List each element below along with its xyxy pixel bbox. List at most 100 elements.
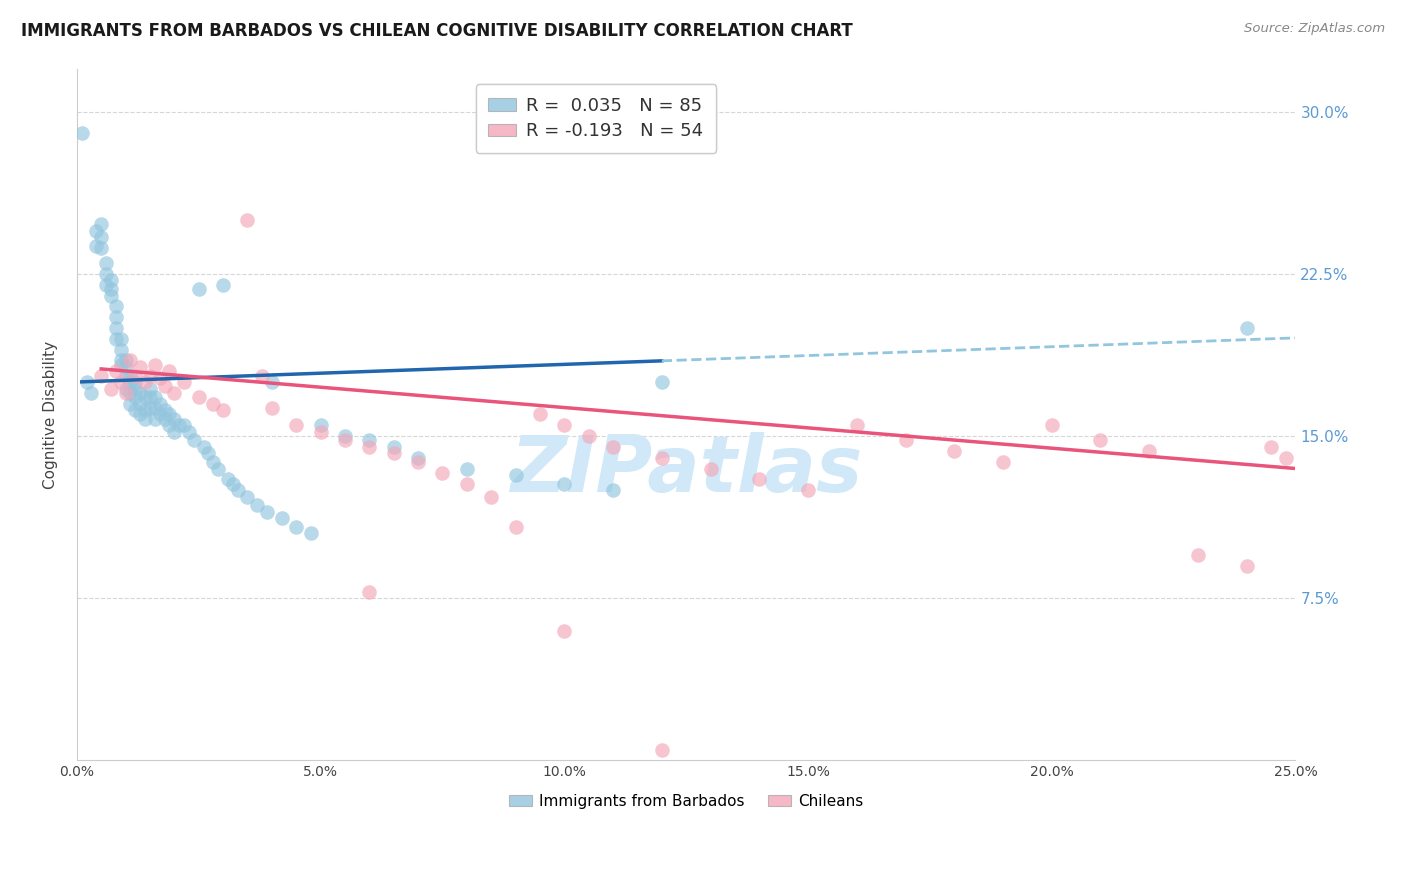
Point	[129, 385, 152, 400]
Text: Source: ZipAtlas.com: Source: ZipAtlas.com	[1244, 22, 1385, 36]
Point	[104, 364, 127, 378]
Point	[236, 490, 259, 504]
Point	[382, 446, 405, 460]
Point	[94, 277, 117, 292]
Point	[124, 368, 146, 383]
Point	[202, 455, 225, 469]
Point	[246, 498, 269, 512]
Point	[260, 401, 283, 415]
Point	[505, 520, 527, 534]
Point	[100, 288, 122, 302]
Point	[299, 526, 322, 541]
Point	[432, 466, 454, 480]
Point	[359, 440, 381, 454]
Point	[456, 476, 478, 491]
Point	[134, 411, 156, 425]
Point	[159, 364, 181, 378]
Point	[114, 385, 136, 400]
Point	[120, 375, 142, 389]
Legend: Immigrants from Barbados, Chileans: Immigrants from Barbados, Chileans	[503, 788, 870, 815]
Point	[226, 483, 249, 497]
Point	[163, 425, 186, 439]
Point	[212, 403, 235, 417]
Point	[479, 490, 502, 504]
Point	[187, 390, 209, 404]
Point	[1236, 558, 1258, 573]
Point	[153, 379, 176, 393]
Point	[173, 375, 195, 389]
Point	[943, 444, 966, 458]
Point	[129, 359, 152, 374]
Point	[651, 450, 673, 465]
Point	[173, 418, 195, 433]
Point	[256, 505, 278, 519]
Point	[134, 375, 156, 389]
Point	[80, 385, 103, 400]
Point	[100, 382, 122, 396]
Point	[104, 332, 127, 346]
Point	[333, 434, 356, 448]
Point	[406, 450, 429, 465]
Point	[359, 584, 381, 599]
Point	[797, 483, 820, 497]
Point	[134, 403, 156, 417]
Point	[153, 403, 176, 417]
Point	[94, 256, 117, 270]
Point	[104, 321, 127, 335]
Point	[139, 401, 162, 415]
Point	[553, 624, 575, 638]
Point	[134, 390, 156, 404]
Point	[1187, 548, 1209, 562]
Point	[167, 418, 190, 433]
Point	[120, 368, 142, 383]
Point	[197, 446, 219, 460]
Point	[333, 429, 356, 443]
Point	[212, 277, 235, 292]
Point	[163, 385, 186, 400]
Point	[110, 343, 132, 357]
Y-axis label: Cognitive Disability: Cognitive Disability	[44, 341, 58, 489]
Point	[120, 385, 142, 400]
Point	[129, 408, 152, 422]
Point	[149, 370, 172, 384]
Point	[222, 476, 245, 491]
Point	[110, 358, 132, 372]
Point	[76, 375, 98, 389]
Point	[894, 434, 917, 448]
Point	[217, 472, 239, 486]
Point	[70, 127, 93, 141]
Point	[124, 382, 146, 396]
Point	[359, 434, 381, 448]
Point	[505, 467, 527, 482]
Point	[406, 455, 429, 469]
Point	[114, 359, 136, 374]
Point	[149, 397, 172, 411]
Point	[250, 368, 273, 383]
Point	[139, 368, 162, 383]
Point	[143, 411, 166, 425]
Point	[114, 368, 136, 383]
Point	[553, 418, 575, 433]
Point	[202, 397, 225, 411]
Point	[602, 440, 624, 454]
Point	[110, 375, 132, 389]
Point	[1260, 440, 1282, 454]
Point	[129, 397, 152, 411]
Point	[236, 212, 259, 227]
Point	[1137, 444, 1160, 458]
Point	[309, 425, 332, 439]
Point	[651, 742, 673, 756]
Point	[991, 455, 1014, 469]
Point	[124, 403, 146, 417]
Point	[120, 397, 142, 411]
Point	[90, 368, 112, 383]
Point	[159, 408, 181, 422]
Point	[285, 418, 308, 433]
Point	[1090, 434, 1112, 448]
Point	[94, 267, 117, 281]
Point	[207, 461, 229, 475]
Point	[139, 382, 162, 396]
Point	[153, 411, 176, 425]
Point	[553, 476, 575, 491]
Point	[120, 353, 142, 368]
